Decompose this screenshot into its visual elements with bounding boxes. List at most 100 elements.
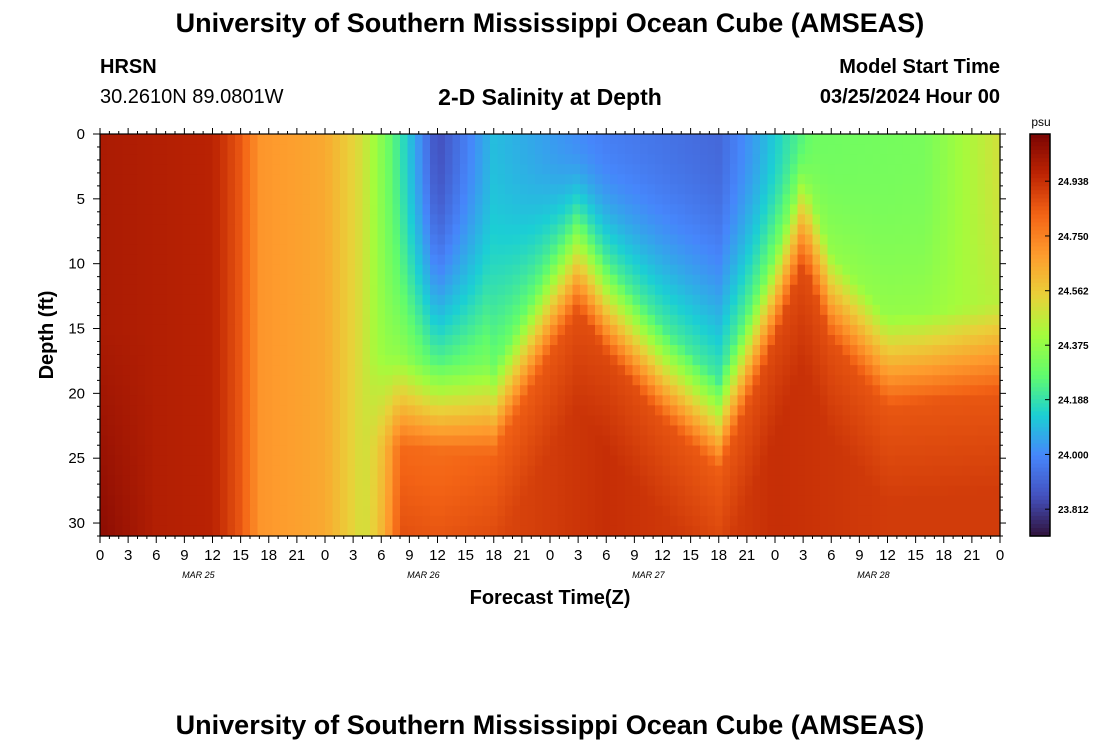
heatmap-cell: [400, 144, 409, 155]
heatmap-cell: [947, 435, 956, 447]
heatmap-cell: [505, 194, 514, 205]
heatmap-cell: [257, 465, 266, 477]
heatmap-cell: [535, 335, 544, 346]
heatmap-cell: [227, 274, 236, 286]
heatmap-cell: [137, 174, 146, 185]
heatmap-cell: [595, 415, 604, 427]
heatmap-cell: [227, 425, 236, 437]
heatmap-cell: [295, 435, 304, 447]
heatmap-cell: [145, 284, 154, 296]
heatmap-cell: [887, 375, 896, 386]
heatmap-cell: [370, 214, 379, 226]
heatmap-cell: [542, 164, 551, 175]
heatmap-cell: [872, 365, 881, 376]
heatmap-cell: [220, 385, 229, 396]
heatmap-cell: [572, 194, 581, 205]
heatmap-cell: [872, 304, 881, 316]
heatmap-cell: [332, 324, 341, 336]
heatmap-cell: [145, 475, 154, 487]
heatmap-cell: [962, 525, 971, 537]
heatmap-cell: [827, 425, 836, 437]
heatmap-cell: [385, 425, 394, 437]
heatmap-cell: [227, 244, 236, 256]
heatmap-cell: [970, 154, 979, 165]
heatmap-cell: [287, 134, 296, 145]
heatmap-cell: [130, 395, 139, 406]
heatmap-cell: [700, 525, 709, 537]
heatmap-cell: [910, 184, 919, 195]
heatmap-cell: [640, 435, 649, 447]
heatmap-cell: [407, 495, 416, 507]
heatmap-cell: [655, 415, 664, 427]
heatmap-cell: [820, 345, 829, 356]
heatmap-cell: [370, 234, 379, 246]
heatmap-cell: [182, 445, 191, 457]
heatmap-cell: [617, 304, 626, 316]
heatmap-cell: [587, 164, 596, 175]
heatmap-cell: [497, 435, 506, 447]
heatmap-cell: [167, 314, 176, 326]
heatmap-cell: [497, 415, 506, 427]
heatmap-cell: [670, 525, 679, 537]
heatmap-cell: [790, 204, 799, 215]
heatmap-cell: [332, 164, 341, 175]
heatmap-cell: [460, 445, 469, 457]
heatmap-cell: [677, 254, 686, 266]
heatmap-cell: [685, 425, 694, 437]
heatmap-cell: [730, 445, 739, 457]
heatmap-cell: [647, 485, 656, 497]
heatmap-cell: [805, 335, 814, 346]
heatmap-cell: [812, 244, 821, 256]
heatmap-cell: [617, 284, 626, 296]
heatmap-cell: [640, 425, 649, 437]
heatmap-cell: [692, 375, 701, 386]
heatmap-cell: [820, 505, 829, 517]
heatmap-cell: [820, 254, 829, 266]
heatmap-cell: [280, 304, 289, 316]
heatmap-cell: [782, 505, 791, 517]
heatmap-cell: [730, 495, 739, 507]
heatmap-cell: [827, 455, 836, 467]
heatmap-cell: [587, 184, 596, 195]
heatmap-cell: [332, 144, 341, 155]
heatmap-cell: [430, 174, 439, 185]
heatmap-cell: [130, 445, 139, 457]
heatmap-cell: [520, 435, 529, 447]
heatmap-cell: [212, 415, 221, 427]
heatmap-cell: [887, 294, 896, 306]
heatmap-cell: [775, 134, 784, 145]
heatmap-cell: [760, 365, 769, 376]
heatmap-cell: [122, 385, 131, 396]
heatmap-cell: [392, 194, 401, 205]
heatmap-cell: [850, 194, 859, 205]
heatmap-cell: [182, 335, 191, 346]
heatmap-cell: [272, 204, 281, 215]
heatmap-cell: [287, 144, 296, 155]
heatmap-cell: [242, 485, 251, 497]
heatmap-cell: [340, 134, 349, 145]
heatmap-cell: [775, 154, 784, 165]
heatmap-cell: [272, 425, 281, 437]
heatmap-cell: [100, 164, 109, 175]
heatmap-cell: [617, 224, 626, 236]
heatmap-cell: [407, 415, 416, 427]
heatmap-cell: [460, 314, 469, 326]
heatmap-cell: [497, 194, 506, 205]
heatmap-cell: [647, 204, 656, 215]
heatmap-cell: [572, 375, 581, 386]
heatmap-cell: [302, 345, 311, 356]
heatmap-cell: [130, 415, 139, 427]
heatmap-cell: [872, 284, 881, 296]
heatmap-cell: [370, 314, 379, 326]
heatmap-cell: [452, 134, 461, 145]
heatmap-cell: [542, 254, 551, 266]
heatmap-cell: [527, 204, 536, 215]
heatmap-cell: [332, 254, 341, 266]
heatmap-cell: [257, 495, 266, 507]
heatmap-cell: [797, 375, 806, 386]
heatmap-cell: [340, 264, 349, 276]
heatmap-cell: [902, 164, 911, 175]
heatmap-cell: [460, 174, 469, 185]
heatmap-cell: [460, 435, 469, 447]
heatmap-cell: [647, 495, 656, 507]
